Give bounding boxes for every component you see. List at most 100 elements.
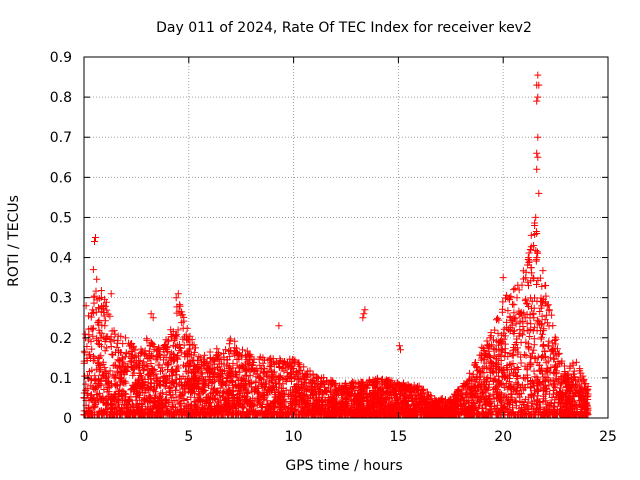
data-point (517, 339, 525, 347)
data-point (330, 380, 338, 388)
data-point (159, 389, 167, 397)
data-point (280, 360, 288, 368)
data-point (119, 376, 127, 384)
data-point (576, 365, 584, 373)
data-point (150, 398, 158, 406)
data-point (295, 361, 303, 369)
data-point (311, 383, 319, 391)
data-point (405, 402, 413, 410)
data-point (377, 376, 385, 384)
data-point (139, 379, 147, 387)
data-point (330, 395, 338, 403)
data-point (145, 350, 153, 358)
data-point (197, 365, 205, 373)
data-point (504, 307, 512, 315)
data-point (538, 320, 546, 328)
data-point (291, 356, 299, 364)
data-point (245, 351, 253, 359)
data-points (80, 71, 592, 419)
data-point (435, 401, 443, 409)
data-point (233, 409, 241, 417)
data-point (127, 355, 135, 362)
data-point (177, 311, 185, 319)
data-point (302, 371, 310, 379)
data-point (497, 357, 505, 364)
data-point (122, 334, 130, 342)
data-point (165, 372, 173, 380)
data-point (513, 335, 521, 343)
data-point (159, 367, 166, 375)
data-point (503, 318, 511, 326)
data-point (531, 323, 539, 331)
data-point (101, 317, 109, 325)
data-point (525, 303, 532, 310)
data-point (356, 401, 364, 409)
data-point (250, 355, 258, 363)
data-point (379, 402, 387, 410)
data-point (95, 326, 103, 334)
data-point (495, 338, 503, 346)
data-point (231, 337, 239, 345)
data-point (164, 366, 171, 373)
data-point (216, 377, 224, 385)
data-point (420, 395, 428, 403)
data-point (146, 393, 154, 401)
data-point (122, 350, 130, 358)
data-point (149, 366, 156, 374)
data-point (526, 360, 534, 368)
data-point (519, 401, 527, 408)
data-point (306, 367, 314, 375)
data-point (168, 394, 176, 402)
data-point (208, 367, 216, 375)
data-point (566, 388, 574, 396)
data-point (581, 404, 588, 412)
data-point (100, 386, 108, 393)
data-point (192, 344, 199, 352)
data-point (457, 390, 465, 398)
data-point (225, 347, 233, 355)
data-point (108, 401, 116, 409)
data-point (261, 386, 269, 394)
data-point (520, 309, 528, 317)
data-point (173, 330, 181, 338)
data-point (545, 381, 553, 389)
data-point (452, 391, 460, 399)
data-point (241, 393, 249, 400)
data-point (230, 349, 238, 357)
data-point (233, 356, 241, 363)
data-point (549, 380, 557, 388)
data-point (480, 369, 488, 377)
data-point (358, 378, 366, 386)
data-point (127, 348, 135, 355)
data-point (165, 360, 173, 368)
data-point (291, 374, 299, 382)
data-point (321, 397, 329, 405)
data-point (520, 374, 528, 382)
data-point (150, 366, 158, 373)
data-point (530, 382, 538, 390)
data-point (111, 380, 119, 388)
data-point (543, 311, 551, 319)
data-point (470, 400, 478, 407)
data-point (493, 355, 501, 363)
data-point (539, 342, 547, 350)
data-point (259, 369, 267, 377)
data-point (146, 354, 154, 362)
data-point (271, 379, 279, 387)
data-point (259, 391, 267, 399)
data-point (530, 367, 538, 375)
data-point (143, 361, 151, 369)
data-point (575, 390, 583, 398)
data-point (561, 371, 569, 379)
data-point (102, 298, 110, 306)
data-point (173, 303, 181, 311)
data-point (177, 400, 185, 408)
data-point (167, 406, 175, 414)
data-point (551, 396, 559, 404)
data-point (157, 389, 165, 397)
data-point (156, 393, 164, 401)
data-point (151, 394, 159, 402)
data-point (172, 366, 180, 374)
data-point (379, 388, 387, 396)
data-point (410, 399, 418, 407)
